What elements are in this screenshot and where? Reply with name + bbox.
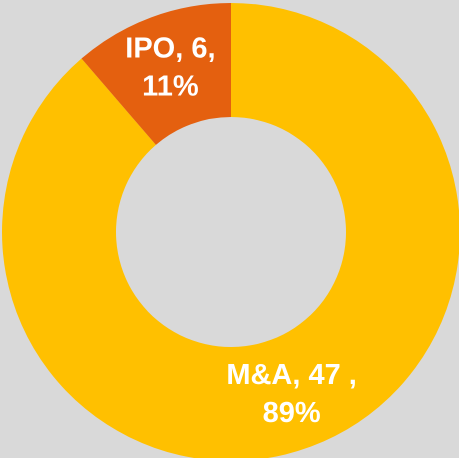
donut-slice xyxy=(2,3,459,458)
data-label: M&A, 47 , xyxy=(226,359,357,391)
data-label: 11% xyxy=(142,71,199,103)
data-label: IPO, 6, xyxy=(125,33,215,65)
donut-slice xyxy=(81,3,231,145)
data-label: 89% xyxy=(263,397,321,429)
